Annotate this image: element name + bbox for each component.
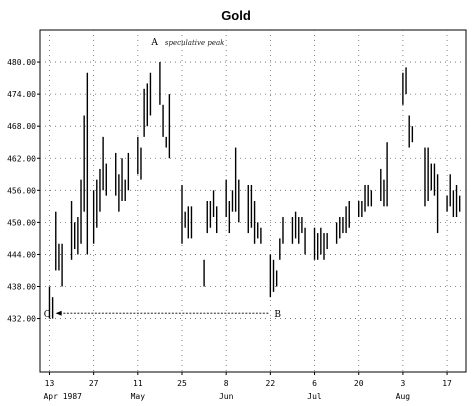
- annotation-c-label: C: [44, 310, 51, 320]
- arrowhead: [55, 310, 62, 316]
- month-label: Jun: [219, 392, 234, 401]
- month-label: Aug: [396, 392, 411, 401]
- y-tick-label: 456.00: [7, 186, 36, 195]
- ohlc-bars: [48, 62, 461, 319]
- grid: [40, 30, 466, 372]
- month-label: Apr 1987: [43, 392, 82, 401]
- y-tick-label: 450.00: [7, 218, 36, 227]
- plot-frame: [39, 29, 467, 373]
- x-axis: 13 27 11 25 8 22 6 20 3 17 Apr 1987 May Jun Jul Aug: [43, 372, 452, 401]
- x-tick-label: 11: [133, 379, 143, 388]
- x-tick-label: 27: [89, 379, 99, 388]
- month-label: May: [131, 392, 146, 401]
- y-tick-label: 438.00: [7, 283, 36, 292]
- y-tick-label: 480.00: [7, 58, 36, 67]
- x-tick-label: 17: [442, 379, 452, 388]
- y-tick-label: 468.00: [7, 122, 36, 131]
- y-tick-label: 444.00: [7, 250, 36, 259]
- annotation-a-note: speculative peak: [165, 39, 224, 47]
- y-axis: 480.00 474.00 468.00 462.00 456.00 450.00 444.…: [7, 58, 40, 324]
- month-label: Jul: [307, 392, 322, 401]
- annotation-b-label: B: [274, 310, 281, 320]
- annotation-a-label: A: [150, 38, 158, 48]
- y-tick-label: 474.00: [7, 90, 36, 99]
- chart-title: Gold: [221, 8, 251, 23]
- x-tick-label: 22: [266, 379, 276, 388]
- x-tick-label: 3: [400, 379, 405, 388]
- y-tick-label: 432.00: [7, 315, 36, 324]
- x-tick-label: 13: [45, 379, 55, 388]
- x-tick-label: 6: [312, 379, 317, 388]
- x-tick-label: 8: [224, 379, 229, 388]
- x-tick-label: 25: [177, 379, 187, 388]
- y-tick-label: 462.00: [7, 154, 36, 163]
- x-tick-label: 20: [354, 379, 364, 388]
